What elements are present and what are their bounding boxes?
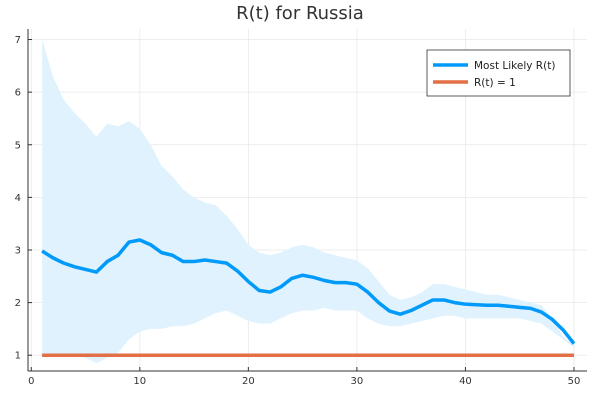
legend-label-most-likely: Most Likely R(t)	[474, 60, 555, 72]
x-tick-label-0: 0	[28, 376, 34, 387]
x-tick-label-50: 50	[568, 376, 581, 387]
series-line-most-likely-rt	[41, 238, 576, 345]
tick-label-layer: 0 10 20 30 40 50 1 2 3 4 5 6 7	[15, 35, 581, 387]
confidence-band	[42, 39, 574, 364]
confidence-band-layer	[42, 39, 574, 364]
y-tick-label-3: 3	[15, 245, 21, 256]
y-tick-label-4: 4	[15, 193, 21, 204]
y-tick-label-6: 6	[15, 88, 21, 99]
x-tick-label-30: 30	[351, 376, 364, 387]
y-tick-label-5: 5	[15, 140, 21, 151]
x-tick-label-40: 40	[459, 376, 472, 387]
axis-layer	[27, 29, 587, 372]
legend-label-rt-1: R(t) = 1	[474, 77, 516, 89]
legend: Most Likely R(t) R(t) = 1	[426, 49, 571, 97]
legend-box	[426, 49, 571, 97]
y-tick-label-7: 7	[15, 35, 21, 46]
chart-title: R(t) for Russia	[236, 3, 364, 24]
x-tick-label-20: 20	[242, 376, 255, 387]
series-layer	[41, 238, 576, 357]
y-tick-label-2: 2	[15, 298, 21, 309]
x-tick-label-10: 10	[133, 376, 146, 387]
y-tick-label-1: 1	[15, 351, 21, 362]
